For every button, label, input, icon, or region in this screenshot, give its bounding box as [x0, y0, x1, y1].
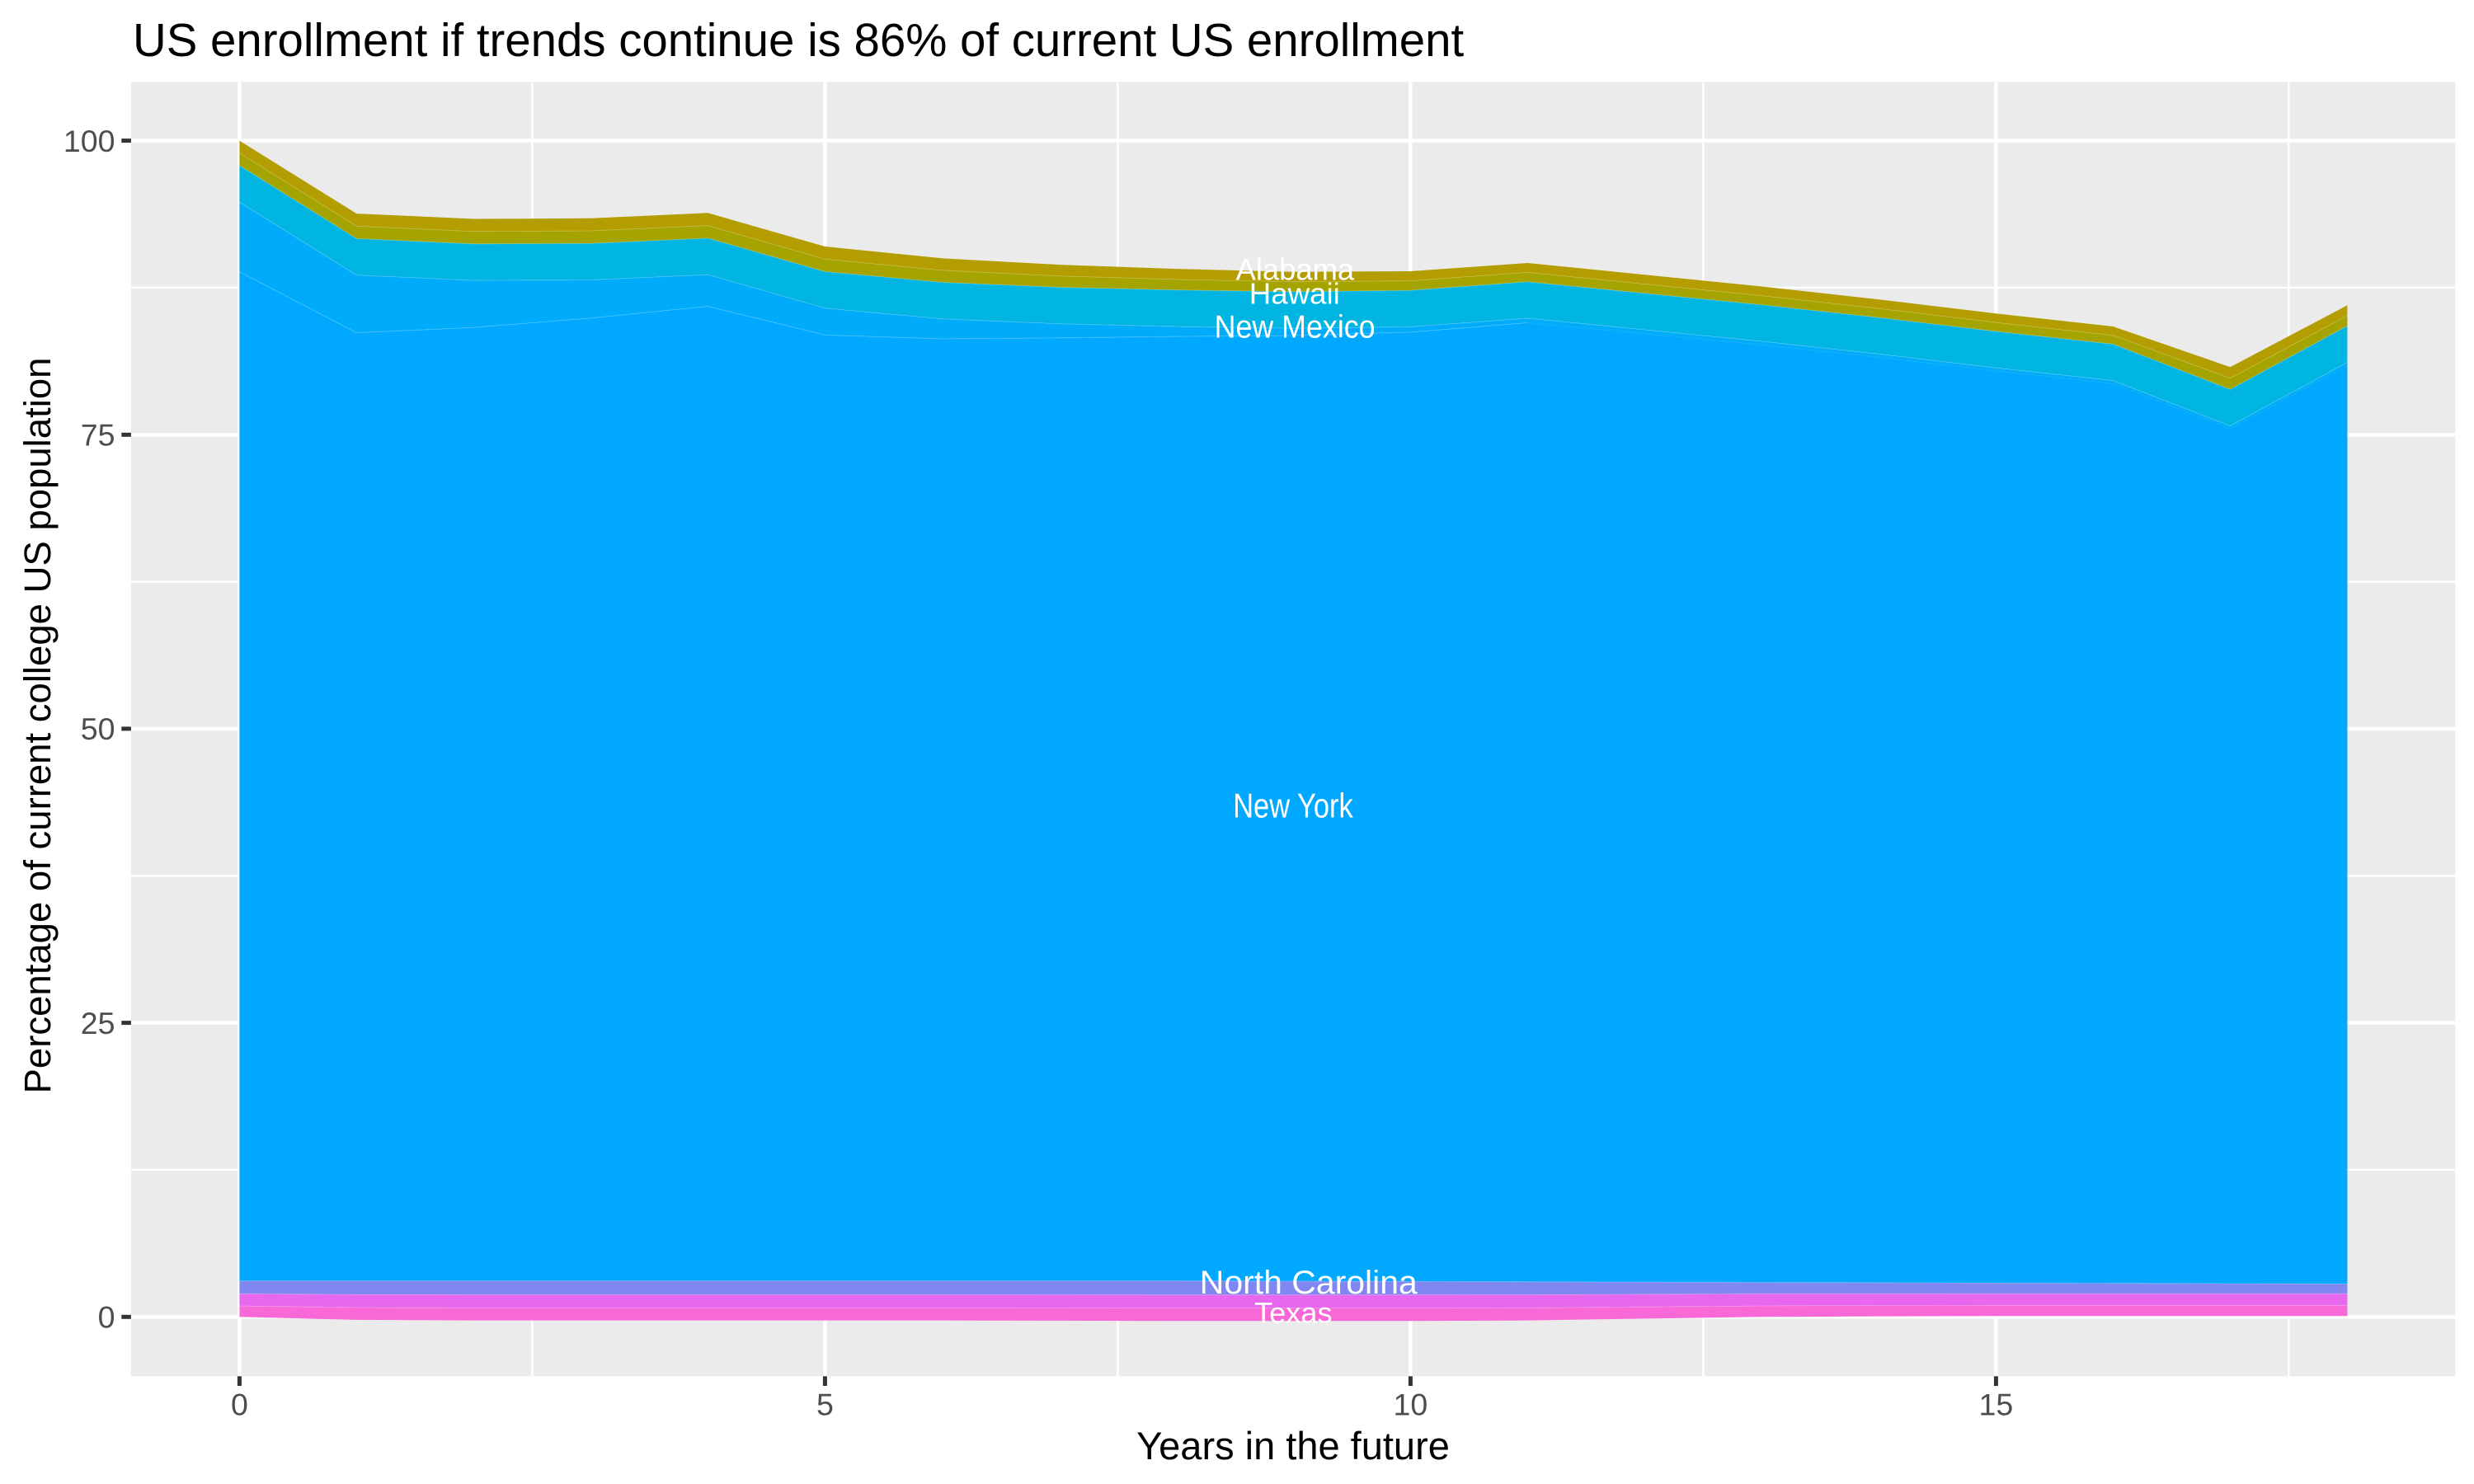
svg-text:0: 0: [231, 1387, 248, 1421]
svg-text:North Carolina: North Carolina: [1200, 1265, 1418, 1301]
svg-text:10: 10: [1394, 1387, 1428, 1421]
svg-text:75: 75: [81, 418, 115, 453]
svg-text:50: 50: [81, 711, 115, 746]
svg-text:US enrollment if trends contin: US enrollment if trends continue is 86% …: [133, 14, 1464, 66]
svg-text:5: 5: [816, 1387, 834, 1421]
svg-text:New York: New York: [1233, 786, 1353, 824]
svg-text:New Mexico: New Mexico: [1215, 310, 1376, 345]
svg-text:25: 25: [81, 1006, 115, 1040]
svg-text:100: 100: [63, 124, 115, 158]
svg-text:Alabama: Alabama: [1236, 253, 1355, 287]
svg-text:Hawaii: Hawaii: [1249, 277, 1340, 310]
svg-text:0: 0: [98, 1300, 115, 1335]
svg-text:Years in the future: Years in the future: [1136, 1424, 1450, 1468]
svg-text:15: 15: [1979, 1387, 2014, 1421]
svg-text:Percentage of current college: Percentage of current college US populat…: [16, 358, 59, 1094]
svg-text:Texas: Texas: [1254, 1296, 1333, 1329]
